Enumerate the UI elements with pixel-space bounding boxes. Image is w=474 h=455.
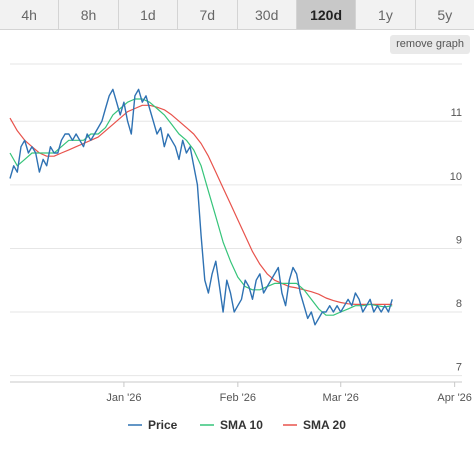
tab-1y[interactable]: 1y xyxy=(356,0,416,30)
series-line-price xyxy=(9,88,393,326)
x-tick-label: Mar '26 xyxy=(323,392,359,404)
tab-30d[interactable]: 30d xyxy=(237,0,297,30)
chart-series xyxy=(9,88,393,326)
tab-8h[interactable]: 8h xyxy=(59,0,119,30)
legend-item-sma-20[interactable]: SMA 20 xyxy=(283,418,346,432)
y-tick-label: 10 xyxy=(450,171,462,183)
y-tick-label: 7 xyxy=(456,362,462,374)
tab-5y[interactable]: 5y xyxy=(415,0,474,30)
legend-label: SMA 20 xyxy=(303,418,346,432)
tab-1d[interactable]: 1d xyxy=(118,0,179,30)
y-tick-label: 11 xyxy=(451,107,462,119)
legend-label: Price xyxy=(148,418,178,432)
tab-7d[interactable]: 7d xyxy=(178,0,238,30)
series-line-sma-20 xyxy=(9,104,393,305)
legend-label: SMA 10 xyxy=(220,418,263,432)
remove-graph-button[interactable]: remove graph xyxy=(390,35,470,54)
y-tick-label: 9 xyxy=(456,234,462,246)
x-axis: Jan '26 Feb '26 Mar '26 Apr '26 xyxy=(10,381,472,404)
x-tick-label: Jan '26 xyxy=(106,392,141,404)
chart-grid xyxy=(10,63,462,377)
y-axis: 7 8 9 10 11 xyxy=(450,107,462,373)
tab-120d[interactable]: 120d xyxy=(296,0,357,30)
x-tick-label: Feb '26 xyxy=(220,392,256,404)
tab-4h[interactable]: 4h xyxy=(0,0,60,30)
timeframe-tabs: 4h 8h 1d 7d 30d 120d 1y 5y xyxy=(0,0,474,30)
legend-item-price[interactable]: Price xyxy=(128,418,178,432)
series-line-sma-10 xyxy=(9,98,393,316)
legend-item-sma-10[interactable]: SMA 10 xyxy=(200,418,263,432)
chart-legend: Price SMA 10 SMA 20 xyxy=(128,418,346,432)
x-tick-label: Apr '26 xyxy=(437,392,472,404)
y-tick-label: 8 xyxy=(456,298,462,310)
